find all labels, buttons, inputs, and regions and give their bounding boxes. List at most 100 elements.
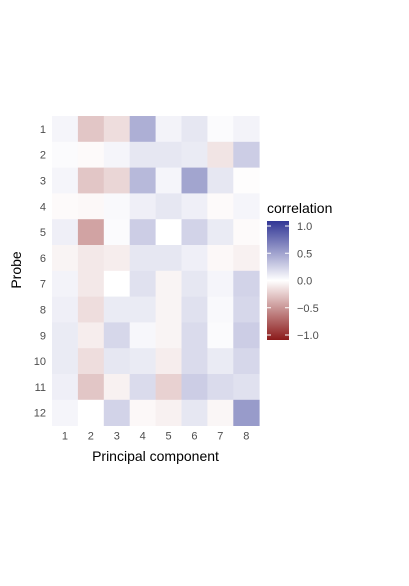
heatmap-cell — [129, 270, 156, 297]
heatmap-cell — [103, 193, 131, 220]
x-tick-label: 3 — [114, 431, 120, 443]
heatmap-cell — [52, 270, 79, 297]
heatmap-cell — [129, 348, 156, 375]
y-tick-label: 11 — [35, 382, 46, 394]
heatmap-cell — [129, 322, 156, 349]
heatmap-cell — [181, 270, 208, 297]
heatmap-cell — [103, 322, 131, 349]
heatmap-cell — [103, 270, 131, 297]
heatmap-cell — [77, 167, 105, 194]
heatmap-cell — [52, 399, 79, 426]
heatmap-cell — [207, 296, 234, 323]
heatmap-cell — [207, 270, 234, 297]
x-tick-label: 6 — [191, 431, 197, 443]
heatmap-cell — [207, 348, 234, 375]
heatmap-cell — [207, 193, 234, 220]
heatmap-cell — [103, 219, 131, 246]
heatmap-cell — [207, 374, 234, 401]
heatmap-cell — [155, 167, 182, 194]
x-axis-tick-labels: 1 2 3 4 5 6 7 8 — [62, 431, 249, 443]
colorbar-tick-label: −0.5 — [297, 303, 319, 315]
colorbar-tick-label: 0.0 — [297, 276, 312, 288]
heatmap-cell — [181, 399, 208, 426]
heatmap-cell — [77, 399, 105, 426]
x-axis-title: Principal component — [92, 448, 219, 464]
heatmap-cell — [129, 193, 156, 220]
heatmap-cell — [233, 270, 260, 297]
heatmap-cell — [52, 245, 79, 272]
heatmap-cell — [155, 219, 182, 246]
y-tick-label: 8 — [40, 305, 46, 317]
colorbar-tick-label: 0.5 — [297, 248, 312, 260]
x-tick-label: 2 — [88, 431, 94, 443]
heatmap-cell — [103, 348, 131, 375]
heatmap-cell — [233, 219, 260, 246]
heatmap-cell — [77, 193, 105, 220]
heatmap-cell — [207, 399, 234, 426]
heatmap-cell — [207, 167, 234, 194]
heatmap-cell — [129, 399, 156, 426]
heatmap-cell — [233, 348, 260, 375]
colorbar-tick-label: −1.0 — [297, 330, 319, 342]
heatmap-cell — [155, 399, 182, 426]
heatmap-cell — [103, 167, 131, 194]
heatmap-cell — [52, 167, 79, 194]
heatmap-cell — [77, 141, 105, 168]
heatmap-cell — [129, 116, 156, 143]
y-tick-label: 5 — [40, 227, 46, 239]
heatmap-cell — [77, 245, 105, 272]
x-tick-label: 7 — [217, 431, 223, 443]
heatmap-cell — [233, 322, 260, 349]
y-tick-label: 10 — [34, 356, 46, 368]
heatmap-cell — [129, 245, 156, 272]
heatmap-cell — [129, 296, 156, 323]
x-tick-label: 8 — [243, 431, 249, 443]
heatmap-cell — [52, 322, 79, 349]
y-tick-label: 2 — [40, 150, 46, 162]
x-tick-label: 1 — [62, 431, 68, 443]
heatmap-cell — [181, 193, 208, 220]
heatmap-cell — [52, 116, 79, 143]
heatmap-cell — [181, 322, 208, 349]
heatmap-cells — [52, 116, 260, 426]
heatmap-cell — [233, 245, 260, 272]
heatmap-cell — [181, 116, 208, 143]
heatmap-cell — [233, 374, 260, 401]
heatmap-cell — [233, 116, 260, 143]
heatmap-cell — [233, 193, 260, 220]
heatmap-cell — [181, 245, 208, 272]
heatmap-cell — [155, 348, 182, 375]
y-tick-label: 6 — [40, 253, 46, 265]
heatmap-cell — [233, 399, 260, 426]
heatmap-cell — [52, 296, 79, 323]
heatmap-cell — [77, 270, 105, 297]
heatmap-cell — [155, 270, 182, 297]
heatmap-cell — [103, 374, 131, 401]
x-tick-label: 5 — [165, 431, 171, 443]
heatmap-cell — [155, 141, 182, 168]
heatmap-cell — [233, 141, 260, 168]
heatmap-cell — [207, 116, 234, 143]
heatmap-cell — [52, 348, 79, 375]
heatmap-cell — [129, 374, 156, 401]
heatmap-cell — [181, 348, 208, 375]
x-tick-label: 4 — [140, 431, 146, 443]
colorbar-gradient — [267, 221, 289, 340]
heatmap-cell — [207, 322, 234, 349]
heatmap-cell — [77, 116, 105, 143]
heatmap-cell — [155, 116, 182, 143]
y-tick-label: 7 — [40, 279, 46, 291]
y-tick-label: 3 — [40, 176, 46, 188]
y-tick-label: 4 — [40, 201, 46, 213]
heatmap-cell — [155, 245, 182, 272]
heatmap-cell — [77, 348, 105, 375]
heatmap-cell — [103, 399, 131, 426]
heatmap-cell — [207, 219, 234, 246]
y-tick-label: 12 — [34, 408, 46, 420]
heatmap-cell — [103, 296, 131, 323]
heatmap-cell — [52, 193, 79, 220]
y-axis-title: Probe — [8, 251, 24, 289]
heatmap-cell — [181, 374, 208, 401]
heatmap-cell — [77, 219, 105, 246]
